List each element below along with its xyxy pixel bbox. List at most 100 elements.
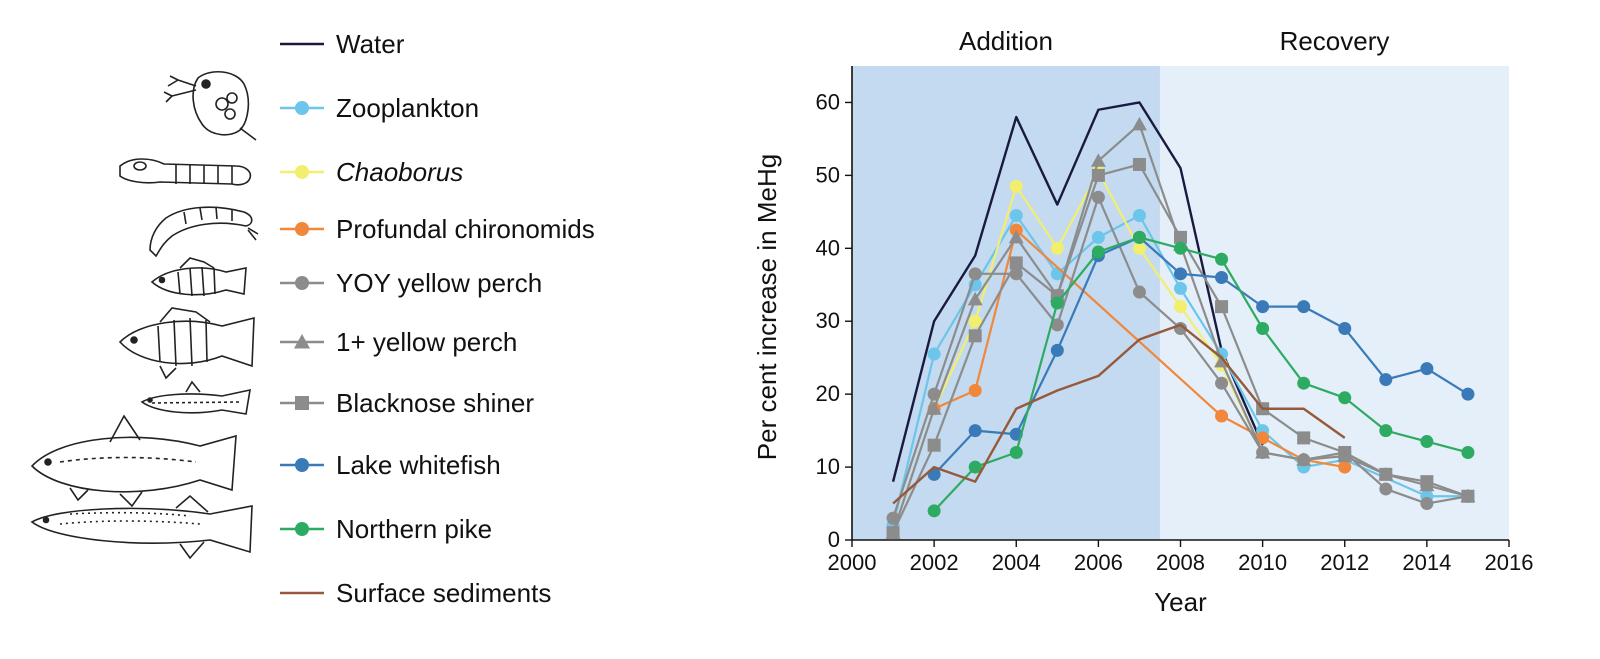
data-point-lake-whitefish bbox=[1420, 362, 1434, 376]
legend-item-northern-pike: Northern pike bbox=[280, 514, 492, 544]
data-point-blacknose-shiner bbox=[1174, 230, 1187, 244]
data-point-lake-whitefish bbox=[968, 424, 982, 438]
chironomid-illustration bbox=[149, 206, 259, 258]
legend-label: Blacknose shiner bbox=[336, 388, 534, 418]
legend-swatch-marker bbox=[295, 396, 309, 410]
data-point-profundal-chironomids bbox=[968, 384, 982, 398]
phase-addition-band bbox=[852, 66, 1160, 540]
data-point-lake-whitefish bbox=[1174, 267, 1187, 281]
series-line-water bbox=[891, 101, 1264, 482]
data-point-lake-whitefish bbox=[1297, 300, 1311, 314]
y-tick-label: 40 bbox=[816, 235, 840, 260]
data-point-northern-pike bbox=[1174, 241, 1187, 255]
data-point-zooplankton bbox=[1174, 281, 1187, 295]
y-tick-label: 30 bbox=[816, 308, 840, 333]
phase-addition-label: Addition bbox=[959, 26, 1053, 56]
x-tick-label: 2010 bbox=[1238, 550, 1287, 575]
x-tick-label: 2004 bbox=[992, 550, 1041, 575]
legend-item-lake-whitefish: Lake whitefish bbox=[280, 450, 501, 480]
daphnia-illustration bbox=[163, 71, 257, 141]
axes: 0 10 20 30 40 50 60 2000 2002 2004 2006 2008 2010 201… bbox=[816, 66, 1534, 575]
data-point-northern-pike bbox=[968, 460, 982, 474]
data-point-zooplankton bbox=[1009, 208, 1023, 222]
data-point-1-yellow-perch bbox=[1131, 116, 1147, 131]
data-point-1-yellow-perch bbox=[1090, 153, 1106, 167]
legend-label: YOY yellow perch bbox=[336, 268, 542, 298]
phase-recovery-label: Recovery bbox=[1280, 26, 1390, 56]
data-point-blacknose-shiner bbox=[1132, 157, 1146, 171]
legend-entries: Water Zooplankton Chaoborus Profundal chiro… bbox=[280, 29, 595, 608]
data-point-northern-pike bbox=[1338, 391, 1352, 405]
data-point-lake-whitefish bbox=[1379, 373, 1393, 387]
x-tick-label: 2002 bbox=[910, 550, 959, 575]
y-tick-label: 0 bbox=[828, 527, 840, 552]
data-point-blacknose-shiner bbox=[1420, 475, 1434, 489]
data-point-blacknose-shiner bbox=[1297, 431, 1311, 445]
data-point-blacknose-shiner bbox=[1091, 168, 1105, 182]
data-point-chaoborus bbox=[1132, 241, 1146, 255]
pike-illustration bbox=[30, 494, 253, 560]
series-northern-pike bbox=[927, 230, 1475, 518]
series-water bbox=[891, 101, 1264, 482]
data-point-chaoborus bbox=[1050, 241, 1064, 255]
legend-swatch-marker bbox=[295, 222, 309, 236]
yoy-perch-illustration bbox=[150, 257, 247, 297]
data-point-yoy-yellow-perch bbox=[1050, 318, 1064, 332]
x-axis-label: Year bbox=[1154, 587, 1207, 617]
x-tick-label: 2006 bbox=[1074, 550, 1123, 575]
series-group bbox=[885, 101, 1476, 540]
x-tick-label: 2008 bbox=[1156, 550, 1205, 575]
data-point-northern-pike bbox=[1461, 445, 1475, 459]
chaoborus-illustration bbox=[119, 158, 252, 186]
legend-swatch-marker bbox=[295, 165, 309, 179]
data-point-lake-whitefish bbox=[1461, 387, 1475, 401]
data-point-profundal-chironomids bbox=[1256, 431, 1270, 445]
legend-item-yoy-yellow-perch: YOY yellow perch bbox=[280, 268, 542, 298]
data-point-chaoborus bbox=[968, 314, 982, 328]
legend-item-chaoborus: Chaoborus bbox=[280, 157, 463, 187]
y-tick-label: 20 bbox=[816, 381, 840, 406]
data-point-northern-pike bbox=[1256, 322, 1270, 336]
data-point-northern-pike bbox=[927, 504, 941, 518]
legend-item-profundal-chironomids: Profundal chironomids bbox=[280, 214, 595, 244]
series-surface-sediments bbox=[892, 323, 1346, 505]
x-tick-label: 2016 bbox=[1485, 550, 1534, 575]
data-point-profundal-chironomids bbox=[1338, 460, 1352, 474]
data-point-northern-pike bbox=[1091, 245, 1105, 259]
legend-item-1-yellow-perch: 1+ yellow perch bbox=[280, 327, 517, 357]
data-point-northern-pike bbox=[1420, 435, 1434, 449]
data-point-1-yellow-perch bbox=[1255, 445, 1271, 459]
data-point-blacknose-shiner bbox=[1009, 256, 1023, 270]
legend: Water Zooplankton Chaoborus Profundal chiro… bbox=[30, 29, 595, 608]
data-point-chaoborus bbox=[1174, 300, 1187, 314]
data-point-northern-pike bbox=[1009, 445, 1023, 459]
data-point-lake-whitefish bbox=[1338, 322, 1352, 336]
legend-swatch-marker bbox=[295, 276, 309, 290]
y-tick-label: 50 bbox=[816, 162, 840, 187]
data-point-lake-whitefish bbox=[1050, 343, 1064, 357]
data-point-yoy-yellow-perch bbox=[1215, 376, 1229, 390]
x-tick-label: 2012 bbox=[1320, 550, 1369, 575]
chart-area: Addition Recovery 0 10 20 30 40 50 60 2000 2002 20… bbox=[752, 26, 1534, 617]
legend-swatch-marker bbox=[295, 458, 309, 472]
y-tick-label: 60 bbox=[816, 89, 840, 114]
data-point-blacknose-shiner bbox=[1215, 300, 1229, 314]
data-point-zooplankton bbox=[1132, 208, 1146, 222]
data-point-yoy-yellow-perch bbox=[1420, 497, 1434, 511]
legend-label: Surface sediments bbox=[336, 578, 551, 608]
data-point-blacknose-shiner bbox=[968, 329, 982, 343]
data-point-1-yellow-perch bbox=[967, 291, 983, 306]
data-point-yoy-yellow-perch bbox=[1132, 285, 1146, 299]
legend-label: Chaoborus bbox=[336, 157, 463, 187]
legend-label: Lake whitefish bbox=[336, 450, 501, 480]
data-point-1-yellow-perch bbox=[926, 401, 942, 415]
data-point-yoy-yellow-perch bbox=[1091, 190, 1105, 204]
legend-label: 1+ yellow perch bbox=[336, 327, 517, 357]
legend-swatch-marker bbox=[295, 522, 309, 536]
legend-label: Water bbox=[336, 29, 405, 59]
data-point-blacknose-shiner bbox=[1379, 467, 1393, 481]
data-point-zooplankton bbox=[1091, 230, 1105, 244]
series-yoy-yellow-perch bbox=[886, 190, 1475, 525]
series-line-surface-sediments bbox=[892, 323, 1346, 505]
data-point-northern-pike bbox=[1215, 252, 1229, 266]
